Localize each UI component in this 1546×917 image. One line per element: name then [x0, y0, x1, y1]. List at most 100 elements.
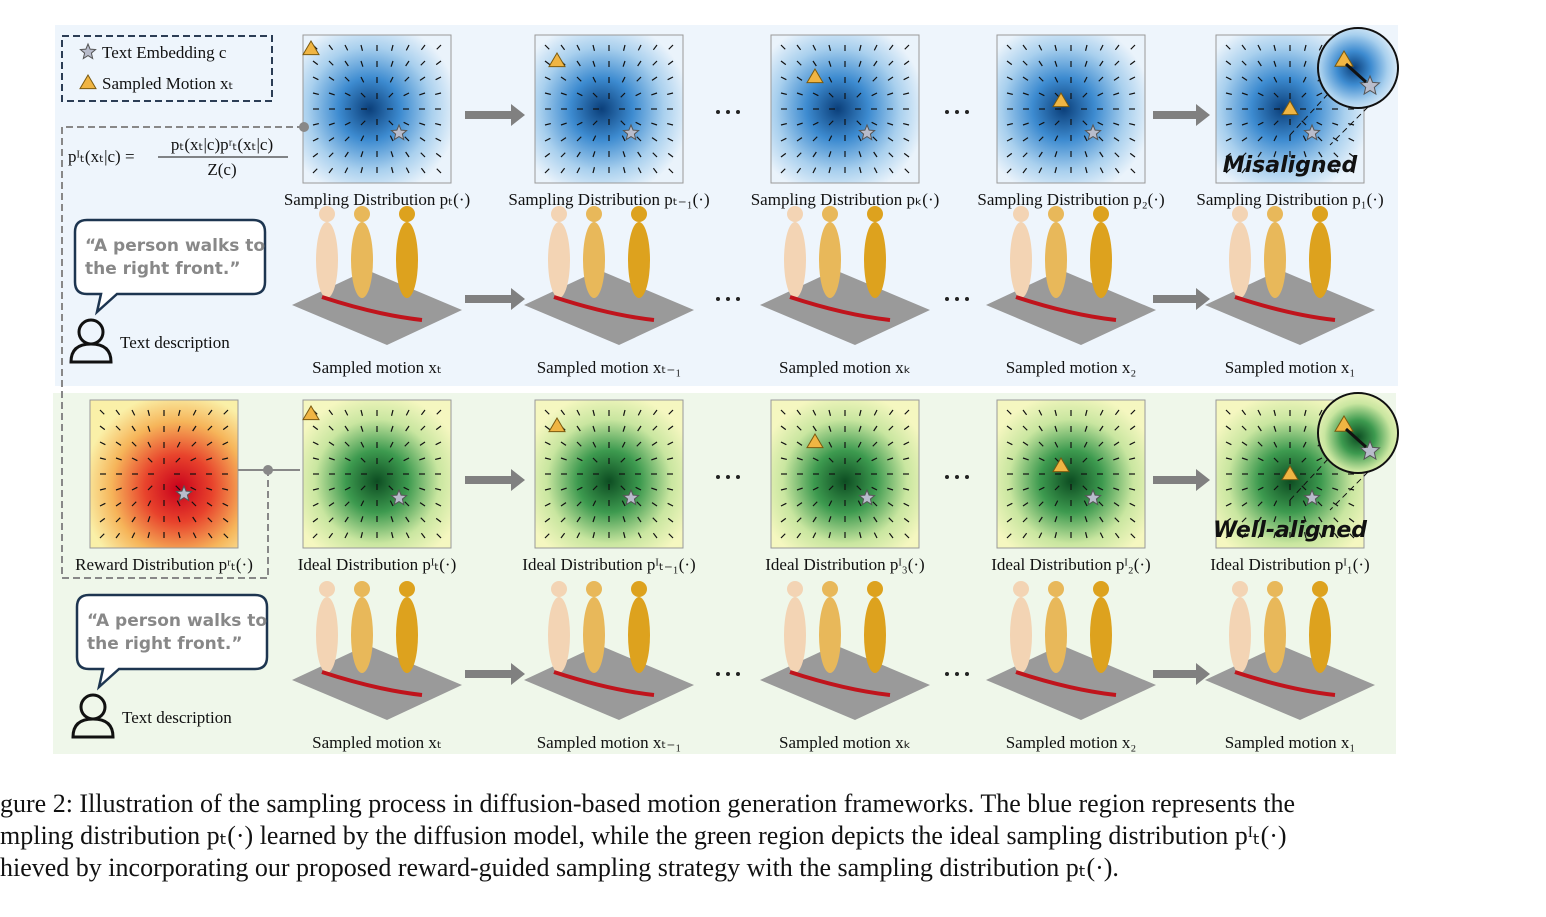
star-marker: [1084, 488, 1102, 506]
vector-arrow: [1129, 441, 1136, 446]
vector-arrow: [1349, 533, 1355, 539]
vector-arrow: [652, 167, 658, 174]
vector-arrow: [1084, 425, 1088, 432]
vector-arrow: [360, 441, 365, 448]
vector-arrow: [1225, 409, 1231, 415]
vector-arrow: [1022, 457, 1029, 461]
ellipsis-dot: [945, 672, 949, 676]
vector-arrow: [796, 137, 803, 142]
vector-arrow: [1348, 517, 1355, 523]
vector-arrow: [576, 44, 581, 51]
vector-arrow: [1099, 532, 1104, 539]
vector-arrow: [828, 485, 834, 491]
vector-arrow: [1225, 441, 1232, 446]
vector-arrow: [420, 409, 426, 416]
figure-head: [1232, 581, 1248, 597]
vector-arrow: [1348, 502, 1355, 507]
vector-arrow: [1022, 92, 1029, 96]
vector-arrow: [1317, 501, 1323, 507]
vector-arrow: [115, 487, 122, 491]
vector-arrow: [1082, 120, 1088, 126]
vector-arrow: [903, 457, 910, 461]
vector-arrow: [667, 517, 674, 523]
vector-arrow: [147, 409, 151, 416]
vector-arrow: [420, 152, 426, 158]
dashed-connector: [61, 126, 304, 579]
figure-body: [784, 222, 806, 298]
vector-arrow: [1241, 152, 1247, 158]
vector-arrow: [328, 532, 334, 539]
distribution-label: Sampling Distribution p₁(·): [1196, 190, 1383, 209]
figure-head: [1048, 206, 1064, 222]
vector-arrow: [435, 122, 442, 126]
vector-arrow: [147, 425, 151, 432]
vector-arrow: [435, 137, 442, 142]
vector-arrow: [328, 502, 335, 507]
vector-arrow: [828, 441, 833, 448]
vector-arrow: [812, 486, 819, 491]
vector-arrow: [871, 92, 878, 97]
vector-arrow: [873, 516, 878, 523]
figure-body: [819, 222, 841, 298]
vector-arrow: [360, 167, 364, 174]
vector-arrow: [1038, 92, 1045, 97]
vector-arrow: [1257, 92, 1264, 97]
figure-head: [822, 206, 838, 222]
vector-arrow: [1225, 533, 1231, 539]
floor: [292, 645, 462, 720]
vector-arrow: [328, 457, 335, 461]
vector-arrow: [360, 409, 364, 416]
vector-arrow: [1022, 502, 1029, 507]
vector-arrow: [651, 122, 658, 126]
vector-arrow: [1318, 167, 1323, 174]
vector-arrow: [1006, 44, 1012, 50]
vector-arrow: [544, 409, 550, 415]
vector-arrow: [1129, 517, 1136, 523]
vector-arrow: [1303, 60, 1307, 67]
triangle-marker: [302, 405, 320, 421]
vector-arrow: [1302, 135, 1307, 142]
vector-arrow: [828, 76, 833, 83]
vector-arrow: [1038, 136, 1044, 142]
figure-head: [787, 581, 803, 597]
vector-arrow: [1083, 135, 1088, 142]
vector-arrow: [1022, 44, 1028, 51]
vector-arrow: [1257, 425, 1262, 432]
vector-arrow: [1054, 516, 1058, 523]
vector-arrow: [1038, 151, 1043, 158]
vector-arrow: [1006, 533, 1012, 539]
vector-arrow: [328, 60, 334, 66]
vector-arrow: [99, 441, 106, 446]
vector-arrow: [1273, 151, 1277, 158]
vector-arrow: [1113, 487, 1120, 491]
vector-arrow: [1316, 457, 1323, 462]
vector-arrow: [403, 92, 410, 97]
vector-arrow: [419, 457, 426, 461]
speaker-label: Text description: [120, 333, 230, 352]
vector-arrow: [621, 500, 626, 507]
figure-head: [867, 581, 883, 597]
vector-arrow: [796, 425, 802, 431]
vector-arrow: [780, 457, 787, 461]
heatmap: [302, 34, 452, 184]
triangle-marker: [806, 433, 824, 449]
vector-arrow: [576, 136, 582, 142]
vector-arrow: [1022, 152, 1028, 158]
vector-arrow: [1054, 76, 1059, 83]
star-marker: [175, 484, 193, 502]
vector-arrow: [435, 457, 442, 461]
vector-arrow: [576, 76, 582, 82]
vector-arrow: [796, 532, 802, 539]
vector-arrow: [1006, 457, 1013, 461]
ellipsis-dot: [945, 297, 949, 301]
vector-arrow: [560, 487, 567, 491]
vector-arrow: [312, 137, 319, 142]
vector-arrow: [207, 409, 213, 416]
vector-arrow: [1225, 60, 1232, 66]
vector-arrow: [828, 92, 834, 98]
vector-arrow: [1038, 516, 1043, 523]
figure-body: [1309, 597, 1331, 673]
vector-arrow: [812, 501, 818, 507]
vector-arrow: [1114, 409, 1120, 416]
vector-arrow: [419, 502, 426, 507]
